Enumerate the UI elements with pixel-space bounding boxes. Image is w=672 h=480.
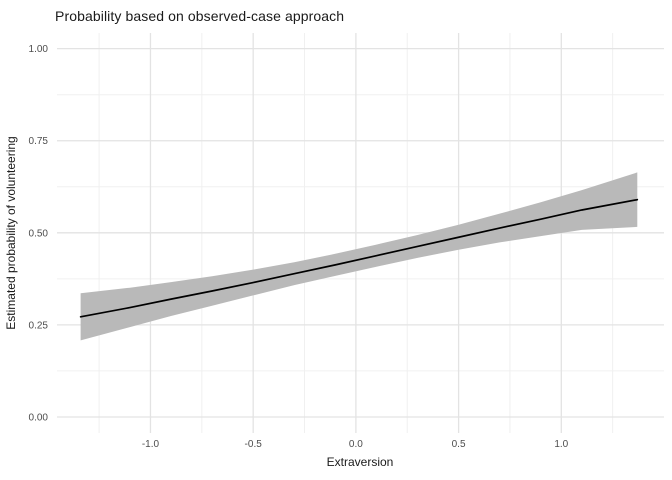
- y-tick-label: 0.50: [29, 228, 49, 239]
- x-tick-label: 1.0: [554, 439, 568, 450]
- x-axis-title: Extraversion: [327, 455, 394, 469]
- y-tick-label: 0.25: [29, 320, 49, 331]
- y-axis-title: Estimated probability of volunteering: [4, 136, 18, 329]
- chart-title: Probability based on observed-case appro…: [55, 8, 345, 24]
- y-axis-tick-labels: 0.00 0.25 0.50 0.75 1.00: [29, 44, 49, 423]
- x-tick-label: -1.0: [142, 439, 160, 450]
- x-tick-label: 0.5: [452, 439, 466, 450]
- x-axis-tick-labels: -1.0 -0.5 0.0 0.5 1.0: [142, 439, 569, 450]
- x-tick-label: -0.5: [245, 439, 263, 450]
- trend-line: [79, 198, 639, 318]
- x-tick-label: 0.0: [349, 439, 363, 450]
- y-tick-label: 0.00: [29, 412, 49, 423]
- major-gridlines: [57, 33, 664, 433]
- y-tick-label: 0.75: [29, 136, 49, 147]
- y-tick-label: 1.00: [29, 44, 49, 55]
- confidence-ribbon: [80, 172, 638, 341]
